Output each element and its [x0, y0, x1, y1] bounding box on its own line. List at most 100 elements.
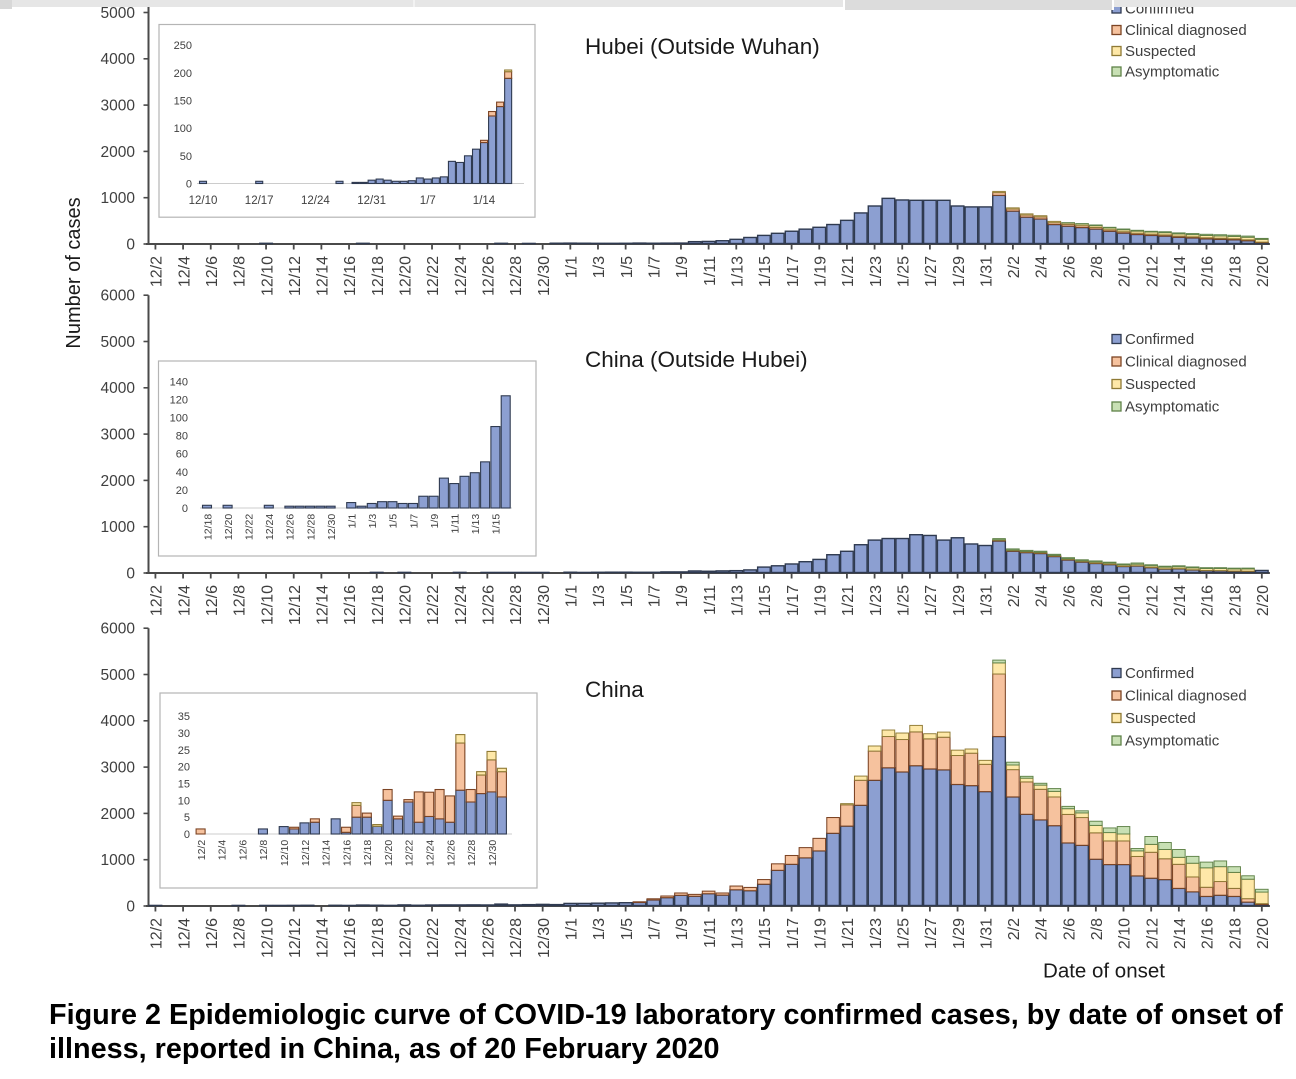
svg-text:2/2: 2/2	[1006, 256, 1023, 278]
svg-text:12/22: 12/22	[404, 840, 416, 866]
svg-text:2/12: 2/12	[1144, 918, 1161, 949]
svg-text:30: 30	[178, 728, 190, 740]
svg-text:12/4: 12/4	[217, 840, 229, 861]
svg-text:5000: 5000	[101, 334, 136, 351]
svg-text:12/26: 12/26	[481, 585, 498, 625]
svg-text:12/6: 12/6	[204, 918, 221, 949]
svg-text:2/4: 2/4	[1034, 918, 1051, 940]
svg-text:12/18: 12/18	[370, 585, 387, 625]
svg-text:0: 0	[184, 829, 190, 841]
svg-text:12/12: 12/12	[300, 840, 312, 866]
svg-text:1/9: 1/9	[674, 918, 691, 940]
svg-text:12/28: 12/28	[508, 918, 525, 958]
svg-text:1/1: 1/1	[564, 256, 581, 278]
svg-text:Number of cases: Number of cases	[63, 197, 85, 348]
svg-text:12/10: 12/10	[259, 256, 276, 296]
svg-text:50: 50	[180, 151, 192, 163]
svg-text:12/6: 12/6	[204, 585, 221, 616]
svg-text:12/30: 12/30	[536, 256, 553, 296]
svg-text:12/12: 12/12	[287, 585, 304, 625]
svg-text:6000: 6000	[101, 288, 136, 305]
svg-text:3000: 3000	[101, 760, 136, 777]
svg-text:12/24: 12/24	[424, 840, 436, 866]
svg-text:2/2: 2/2	[1006, 918, 1023, 940]
svg-text:1/29: 1/29	[951, 918, 968, 949]
svg-text:1/27: 1/27	[923, 918, 940, 949]
svg-text:2/14: 2/14	[1172, 256, 1189, 287]
svg-text:12/24: 12/24	[301, 195, 330, 207]
svg-text:2/18: 2/18	[1227, 585, 1244, 616]
svg-text:12/16: 12/16	[342, 585, 359, 625]
svg-text:12/24: 12/24	[453, 918, 470, 958]
svg-text:1/25: 1/25	[895, 918, 912, 949]
svg-text:China (Outside Hubei): China (Outside Hubei)	[585, 347, 808, 372]
svg-text:12/24: 12/24	[264, 514, 276, 540]
svg-text:12/14: 12/14	[321, 840, 333, 866]
svg-text:2/16: 2/16	[1200, 585, 1217, 616]
svg-text:Hubei (Outside Wuhan): Hubei (Outside Wuhan)	[585, 34, 820, 59]
svg-text:12/10: 12/10	[279, 840, 291, 866]
svg-text:12/6: 12/6	[204, 256, 221, 287]
svg-text:1/17: 1/17	[785, 585, 802, 616]
svg-text:1/15: 1/15	[757, 918, 774, 949]
svg-text:12/22: 12/22	[425, 918, 442, 958]
svg-text:5: 5	[184, 812, 190, 824]
svg-text:3000: 3000	[101, 427, 136, 444]
svg-text:0: 0	[126, 898, 135, 915]
svg-text:1/15: 1/15	[757, 585, 774, 616]
svg-text:100: 100	[170, 413, 188, 425]
svg-text:2/20: 2/20	[1255, 256, 1272, 287]
svg-text:1/5: 1/5	[619, 256, 636, 278]
svg-text:2/8: 2/8	[1089, 585, 1106, 607]
svg-text:1/3: 1/3	[367, 514, 379, 529]
svg-text:1/7: 1/7	[408, 514, 420, 529]
svg-text:1/15: 1/15	[757, 256, 774, 287]
svg-text:Suspected: Suspected	[1125, 376, 1196, 393]
svg-text:4000: 4000	[101, 51, 136, 68]
svg-text:12/2: 12/2	[149, 256, 166, 287]
svg-text:60: 60	[176, 449, 188, 461]
svg-text:12/31: 12/31	[357, 195, 386, 207]
svg-text:12/26: 12/26	[481, 918, 498, 958]
svg-text:1/1: 1/1	[564, 918, 581, 940]
svg-text:2/4: 2/4	[1034, 585, 1051, 607]
svg-text:12/18: 12/18	[362, 840, 374, 866]
svg-text:20: 20	[176, 485, 188, 497]
svg-text:12/20: 12/20	[398, 585, 415, 625]
svg-text:3000: 3000	[101, 98, 136, 115]
svg-text:1/1: 1/1	[564, 585, 581, 607]
svg-text:1/9: 1/9	[674, 585, 691, 607]
svg-text:12/30: 12/30	[326, 514, 338, 540]
svg-text:12/2: 12/2	[149, 585, 166, 616]
svg-text:2/18: 2/18	[1227, 256, 1244, 287]
svg-text:12/28: 12/28	[508, 585, 525, 625]
svg-text:Date of onset: Date of onset	[1043, 960, 1165, 983]
svg-text:5000: 5000	[101, 667, 136, 684]
svg-text:Confirmed: Confirmed	[1125, 331, 1194, 348]
svg-text:1000: 1000	[101, 190, 136, 207]
svg-text:Suspected: Suspected	[1125, 43, 1196, 60]
svg-text:12/4: 12/4	[176, 256, 193, 287]
svg-text:1000: 1000	[101, 852, 136, 869]
svg-text:12/16: 12/16	[342, 918, 359, 958]
svg-text:2/10: 2/10	[1117, 918, 1134, 949]
svg-text:12/14: 12/14	[315, 256, 332, 296]
svg-text:0: 0	[126, 565, 135, 582]
svg-text:1/23: 1/23	[868, 256, 885, 287]
svg-text:1/31: 1/31	[978, 585, 995, 616]
svg-text:1/14: 1/14	[473, 195, 496, 207]
svg-text:4000: 4000	[101, 380, 136, 397]
svg-text:1/21: 1/21	[840, 918, 857, 949]
svg-text:1/25: 1/25	[895, 256, 912, 287]
svg-text:12/18: 12/18	[202, 514, 214, 540]
svg-text:1/23: 1/23	[868, 918, 885, 949]
svg-text:1/5: 1/5	[619, 585, 636, 607]
svg-text:2/4: 2/4	[1034, 256, 1051, 278]
svg-text:12/20: 12/20	[398, 918, 415, 958]
svg-text:12/16: 12/16	[341, 840, 353, 866]
svg-text:35: 35	[178, 711, 190, 723]
svg-text:1/11: 1/11	[450, 514, 462, 534]
svg-text:140: 140	[170, 376, 188, 388]
svg-text:1/17: 1/17	[785, 256, 802, 287]
svg-text:Clinical diagnosed: Clinical diagnosed	[1125, 22, 1247, 39]
